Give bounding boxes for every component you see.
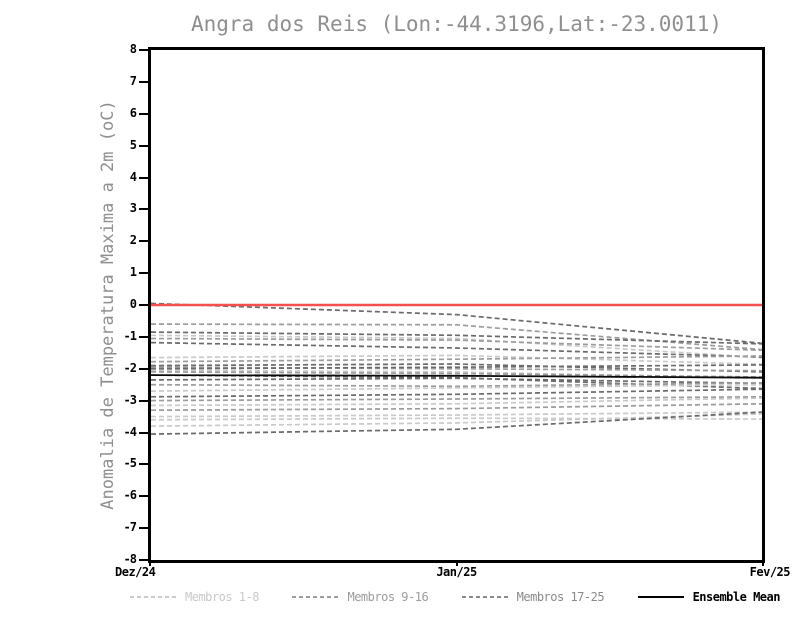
y-tick-label: -8 (123, 552, 137, 566)
y-tick-mark (139, 559, 148, 561)
member-line (151, 331, 762, 345)
y-tick-label: 0 (129, 297, 137, 311)
member-line (151, 364, 762, 370)
y-tick-label: 7 (129, 73, 137, 88)
plot-area (148, 47, 765, 563)
solid-line-swatch (637, 596, 684, 598)
member-line (151, 369, 762, 380)
legend-label: Membros 1-8 (185, 590, 259, 604)
y-tick-mark (139, 144, 148, 147)
dashed-line-swatch (292, 596, 339, 598)
y-tick-mark (139, 112, 148, 115)
dashed-line-swatch (130, 596, 176, 598)
legend-label: Membros 9-16 (347, 590, 429, 604)
legend-label: Ensemble Mean (692, 590, 781, 604)
y-tick-mark (139, 431, 148, 434)
member-line (151, 411, 762, 435)
y-tick-label: 3 (129, 201, 137, 216)
member-line (151, 323, 762, 351)
y-tick-mark (139, 240, 148, 243)
y-tick-label: 5 (129, 137, 137, 152)
member-line (151, 354, 762, 366)
member-line (151, 355, 762, 363)
member-line (151, 417, 762, 421)
x-tick-mark (455, 560, 458, 566)
y-tick-mark (139, 304, 148, 306)
legend-item-membros-1-8: Membros 1-8 (130, 590, 259, 604)
member-line (151, 388, 762, 398)
member-line (151, 334, 762, 359)
y-tick-label: 8 (129, 42, 137, 56)
legend-item-membros-17-25: Membros 17-25 (461, 590, 605, 604)
y-tick-mark (139, 495, 148, 498)
member-line (151, 366, 762, 372)
y-tick-mark (139, 399, 148, 402)
y-tick-mark (139, 463, 148, 466)
legend-item-ensemble-mean: Ensemble Mean (637, 590, 781, 604)
member-line (151, 337, 762, 352)
y-tick-mark (139, 80, 148, 83)
member-line (151, 377, 762, 385)
legend: Membros 1-8 Membros 9-16 Membros 17-25 E… (130, 590, 780, 604)
y-tick-mark (139, 367, 148, 370)
member-line (151, 371, 762, 378)
y-tick-label: -7 (123, 520, 137, 535)
dashed-line-swatch (461, 596, 508, 598)
y-tick-label: 2 (129, 233, 137, 248)
y-tick-mark (139, 335, 148, 338)
y-tick-label: -2 (123, 360, 137, 375)
member-line (151, 381, 762, 388)
y-tick-mark (139, 527, 148, 530)
legend-item-membros-9-16: Membros 9-16 (292, 590, 429, 604)
y-tick-mark (139, 176, 148, 179)
member-line (151, 402, 762, 412)
member-line (151, 302, 762, 345)
x-tick-label: Dez/24 (115, 565, 156, 579)
member-line (151, 397, 762, 407)
y-tick-label: -1 (123, 328, 137, 343)
member-line (151, 341, 762, 358)
x-tick-mark (149, 560, 151, 566)
y-tick-label: -3 (123, 392, 137, 407)
x-tick-label: Jan/25 (436, 565, 477, 579)
legend-label: Membros 17-25 (516, 590, 605, 604)
ensemble-mean-line (151, 374, 762, 379)
member-line (151, 383, 762, 392)
y-tick-label: -5 (123, 456, 137, 471)
x-tick-mark (762, 560, 764, 566)
member-line (151, 413, 762, 427)
member-line (151, 395, 762, 402)
y-tick-mark (139, 208, 148, 211)
y-tick-mark (139, 272, 148, 275)
x-tick-label: Fev/25 (749, 565, 791, 579)
member-line (151, 411, 762, 418)
y-tick-label: -6 (123, 488, 137, 503)
y-tick-label: 1 (129, 265, 137, 280)
member-line (151, 363, 762, 373)
y-tick-label: 4 (129, 169, 137, 184)
chart-title: Angra dos Reis (Lon:-44.3196,Lat:-23.001… (190, 12, 722, 36)
y-tick-mark (139, 49, 148, 51)
plot-canvas (151, 302, 762, 435)
y-tick-label: 6 (129, 105, 137, 120)
y-tick-label: -4 (123, 424, 137, 439)
